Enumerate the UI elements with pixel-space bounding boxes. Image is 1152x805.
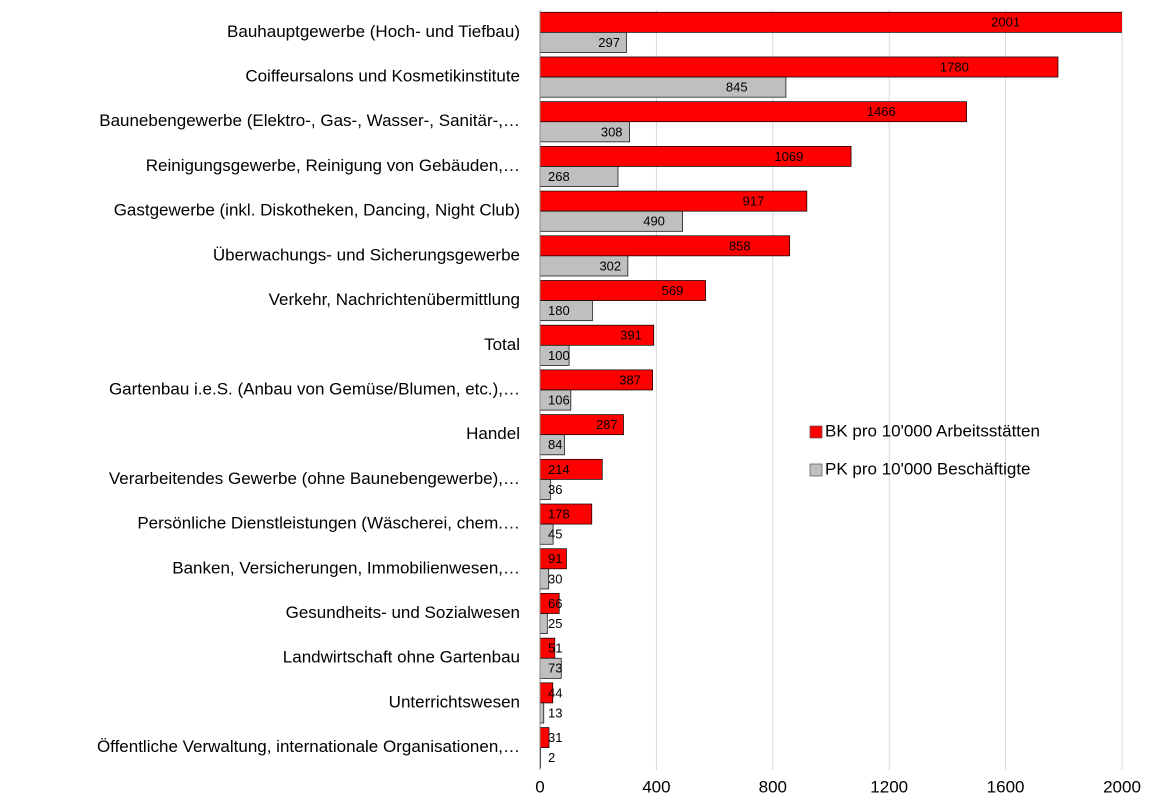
- data-label: 180: [548, 303, 570, 318]
- bar: [540, 727, 550, 748]
- data-label: 91: [548, 551, 562, 566]
- bar: [540, 613, 548, 634]
- y-tick-label: Reinigungsgewerbe, Reinigung von Gebäude…: [146, 156, 520, 175]
- bar: [540, 548, 567, 570]
- bar: [540, 146, 852, 167]
- bar: [540, 657, 562, 679]
- bar: [540, 280, 706, 301]
- y-tick-label: Verarbeitendes Gewerbe (ohne Baunebengew…: [109, 469, 520, 488]
- data-label: 2001: [991, 15, 1020, 30]
- y-tick-label: Gastgewerbe (inkl. Diskotheken, Dancing,…: [114, 201, 520, 220]
- x-tick-label: 1200: [870, 777, 908, 796]
- data-label: 84: [548, 437, 562, 452]
- x-tick-label: 1600: [987, 777, 1025, 796]
- bar: [540, 121, 630, 143]
- data-label: 31: [548, 730, 562, 745]
- data-label: 569: [662, 283, 684, 298]
- x-tick-label: 2000: [1103, 777, 1141, 796]
- bar: [540, 593, 560, 614]
- y-tick-label: Unterrichtswesen: [389, 692, 520, 711]
- data-label: 44: [548, 685, 562, 700]
- data-label: 845: [726, 80, 748, 95]
- y-tick-label: Öffentliche Verwaltung, internationale O…: [97, 737, 520, 756]
- data-label: 30: [548, 571, 562, 586]
- legend-label: PK pro 10'000 Beschäftigte: [825, 459, 1031, 478]
- bar: [540, 369, 653, 391]
- bar: [540, 32, 627, 53]
- x-tick-label: 0: [535, 777, 544, 796]
- data-label: 2: [548, 750, 555, 765]
- data-label: 1069: [774, 149, 803, 164]
- data-label: 51: [548, 641, 562, 656]
- legend-swatch: [809, 463, 823, 477]
- data-label: 178: [548, 506, 570, 521]
- data-label: 66: [548, 596, 562, 611]
- y-tick-label: Banken, Versicherungen, Immobilienwesen,…: [172, 558, 520, 577]
- data-label: 45: [548, 527, 562, 542]
- data-label: 858: [729, 238, 751, 253]
- data-label: 1466: [867, 104, 896, 119]
- bar: [540, 414, 624, 436]
- legend-swatch: [809, 425, 823, 439]
- data-label: 214: [548, 462, 570, 477]
- bar: [540, 344, 570, 366]
- y-tick-label: Landwirtschaft ohne Gartenbau: [283, 648, 520, 667]
- y-tick-label: Gartenbau i.e.S. (Anbau von Gemüse/Blume…: [109, 379, 520, 398]
- y-tick-label: Total: [484, 335, 520, 354]
- data-label: 106: [548, 392, 570, 407]
- y-tick-label: Handel: [466, 424, 520, 443]
- bar: [540, 190, 808, 212]
- bar: [540, 389, 572, 411]
- legend-label: BK pro 10'000 Arbeitsstätten: [825, 421, 1040, 440]
- y-tick-label: Gesundheits- und Sozialwesen: [286, 603, 520, 622]
- bar: [540, 434, 565, 456]
- x-tick-label: 400: [642, 777, 670, 796]
- bar: [540, 101, 967, 123]
- data-label: 387: [619, 372, 641, 387]
- data-label: 308: [601, 124, 623, 139]
- y-tick-label: Verkehr, Nachrichtenübermittlung: [269, 290, 520, 309]
- data-label: 490: [643, 214, 665, 229]
- data-label: 268: [548, 169, 570, 184]
- bar: [540, 166, 619, 187]
- bar: [540, 503, 593, 525]
- bar: [540, 479, 551, 500]
- bar: [540, 702, 545, 724]
- bar: [540, 523, 554, 545]
- bar: [540, 235, 791, 257]
- bar: [540, 255, 629, 277]
- data-label: 391: [620, 328, 642, 343]
- data-label: 73: [548, 661, 562, 676]
- data-label: 1780: [940, 59, 969, 74]
- y-tick-label: Überwachungs- und Sicherungsgewerbe: [213, 245, 520, 264]
- data-label: 36: [548, 482, 562, 497]
- bar: [540, 324, 655, 346]
- bar: [540, 300, 593, 322]
- x-tick-label: 800: [759, 777, 787, 796]
- y-tick-label: Persönliche Dienstleistungen (Wäscherei,…: [137, 514, 520, 533]
- data-label: 100: [548, 348, 570, 363]
- data-label: 297: [598, 35, 620, 50]
- data-label: 302: [599, 258, 621, 273]
- data-label: 25: [548, 616, 562, 631]
- bar: [540, 682, 554, 704]
- bar: [540, 56, 1059, 78]
- bar: [540, 458, 603, 480]
- y-tick-label: Bauhauptgewerbe (Hoch- und Tiefbau): [227, 22, 520, 41]
- data-label: 917: [743, 194, 765, 209]
- bar: [540, 568, 550, 590]
- y-tick-label: Coiffeursalons und Kosmetikinstitute: [245, 67, 520, 86]
- bar: [540, 11, 1122, 33]
- data-label: 13: [548, 705, 562, 720]
- bar: [540, 210, 683, 232]
- data-label: 287: [596, 417, 618, 432]
- y-tick-label: Baunebengewerbe (Elektro-, Gas-, Wasser-…: [99, 111, 520, 130]
- bar: [540, 76, 787, 98]
